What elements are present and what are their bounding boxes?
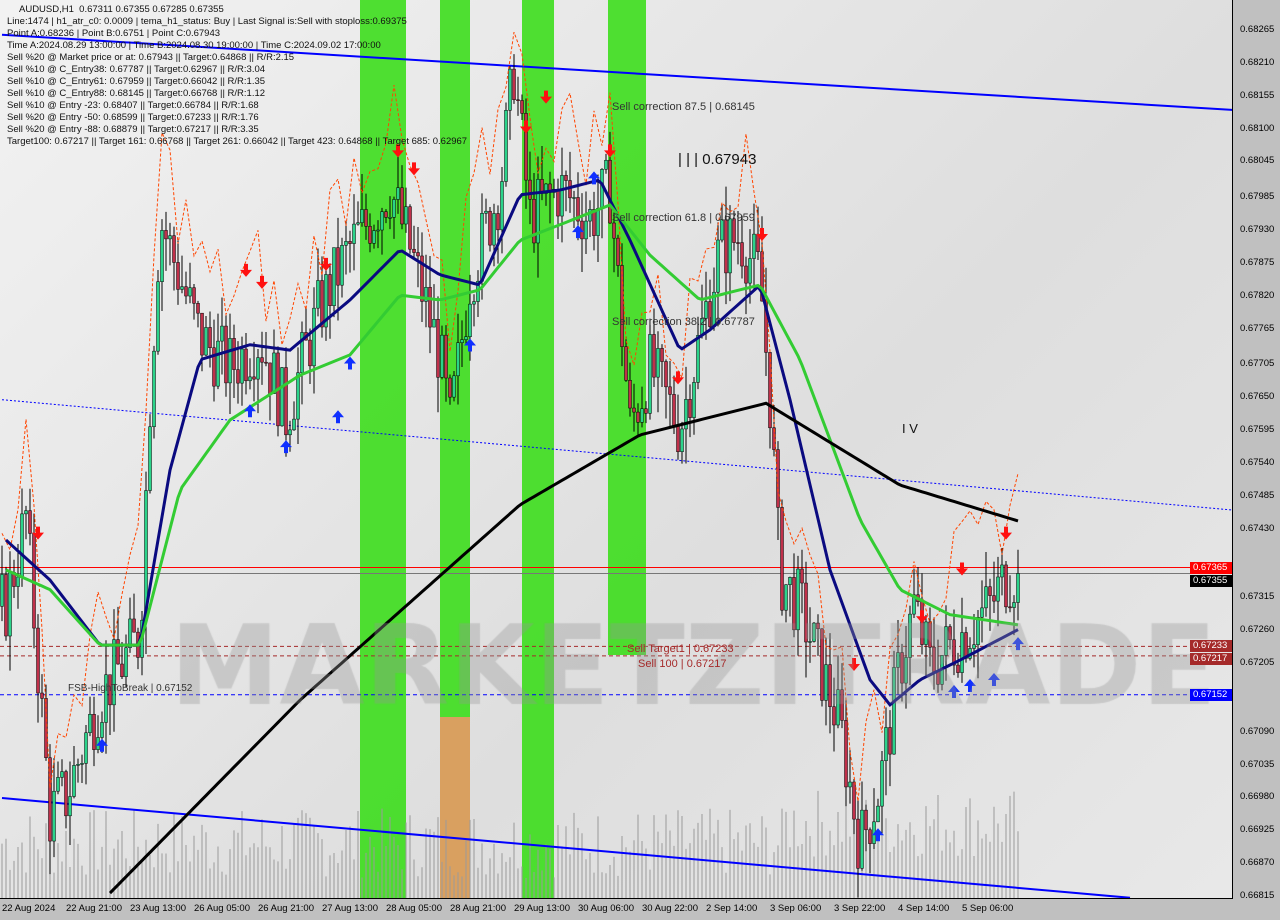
annotation-sell-100: Sell 100 | 0.67217 <box>638 658 727 670</box>
price-axis-label: 0.68045 <box>1240 155 1275 167</box>
time-axis-label: 27 Aug 13:00 <box>322 903 378 914</box>
price-axis-label: 0.67875 <box>1240 256 1275 268</box>
watermark-logo <box>0 0 1232 898</box>
price-axis-label: 0.67035 <box>1240 758 1275 770</box>
price-axis-label: 0.67985 <box>1240 191 1275 203</box>
info-line: Sell %10 @ C_Entry38: 0.67787 || Target:… <box>7 64 266 75</box>
time-axis-label: 28 Aug 21:00 <box>450 903 506 914</box>
price-level-label: 0.67355 <box>1190 574 1232 587</box>
price-axis-label: 0.67930 <box>1240 224 1275 236</box>
price-axis-label: 0.68265 <box>1240 24 1275 35</box>
price-axis-label: 0.67205 <box>1240 657 1275 669</box>
time-axis-label: 3 Sep 22:00 <box>834 903 886 914</box>
price-axis-label: 0.66870 <box>1240 857 1275 869</box>
price-axis-label: 0.67765 <box>1240 322 1275 334</box>
info-line: Time A:2024.08.29 13:00:00 | Time B:2024… <box>7 40 381 51</box>
price-axis-label: 0.67485 <box>1240 489 1275 501</box>
info-panel: AUDUSD,H1 0.67311 0.67355 0.67285 0.6735… <box>7 4 467 148</box>
price-axis-label: 0.66980 <box>1240 791 1275 803</box>
price-axis-label: 0.67315 <box>1240 591 1275 603</box>
price-level-label: 0.67217 <box>1190 653 1232 666</box>
price-axis-label: 0.68210 <box>1240 56 1275 68</box>
price-axis-label: 0.67430 <box>1240 522 1275 534</box>
price-axis-label: 0.66925 <box>1240 824 1275 836</box>
time-axis-label: 2 Sep 14:00 <box>706 903 758 914</box>
annotation-fsb-high-to-break: FSB-HighToBreak | 0.67152 <box>68 683 193 694</box>
price-axis-label: 0.66815 <box>1240 889 1275 901</box>
price-axis-label: 0.67260 <box>1240 624 1275 636</box>
price-axis-label: 0.67595 <box>1240 424 1275 436</box>
time-axis-label: 30 Aug 22:00 <box>642 903 698 914</box>
time-axis-label: 26 Aug 21:00 <box>258 903 314 914</box>
annotation-sell-correction-61: Sell correction 61.8 | 0.67959 <box>612 212 755 224</box>
price-axis-label: 0.67820 <box>1240 289 1275 301</box>
price-axis-label: 0.68100 <box>1240 122 1275 134</box>
info-line: Sell %10 @ C_Entry61: 0.67959 || Target:… <box>7 76 266 87</box>
annotation-wave-iv: I V <box>902 421 918 436</box>
info-line: AUDUSD,H1 0.67311 0.67355 0.67285 0.6735… <box>19 4 224 15</box>
time-axis-label: 23 Aug 13:00 <box>130 903 186 914</box>
annotation-sell-correction-87: Sell correction 87.5 | 0.68145 <box>612 101 755 113</box>
price-level-label: 0.67365 <box>1190 561 1232 574</box>
info-line: Point A:0.68236 | Point B:0.6751 | Point… <box>7 28 221 39</box>
info-line: Sell %20 @ Market price or at: 0.67943 |… <box>7 52 295 63</box>
price-level-label: 0.67233 <box>1190 640 1232 653</box>
price-axis-label: 0.67705 <box>1240 358 1275 370</box>
annotation-sell-target1: Sell Target1 | 0.67233 <box>627 643 734 655</box>
info-line: Sell %20 @ Entry -50: 0.68599 || Target:… <box>7 112 259 123</box>
annotation-point-c: | | | 0.67943 <box>678 151 757 168</box>
info-line: Sell %10 @ Entry -23: 0.68407 || Target:… <box>7 100 259 111</box>
time-axis-label: 29 Aug 13:00 <box>514 903 570 914</box>
time-axis-label: 26 Aug 05:00 <box>194 903 250 914</box>
chart-plot-area[interactable]: AUDUSD,H1 0.67311 0.67355 0.67285 0.6735… <box>0 0 1233 899</box>
time-axis-label: 22 Aug 2024 <box>2 903 56 914</box>
annotation-sell-correction-38: Sell correction 38.2 | 0.67787 <box>612 316 755 328</box>
time-axis-label: 22 Aug 21:00 <box>66 903 122 914</box>
price-axis-label: 0.67650 <box>1240 391 1275 403</box>
price-axis-label: 0.68155 <box>1240 89 1275 101</box>
info-line: Sell %20 @ Entry -88: 0.68879 || Target:… <box>7 124 259 135</box>
info-line: Line:1474 | h1_atr_c0: 0.0009 | tema_h1_… <box>7 16 407 27</box>
time-axis-label: 30 Aug 06:00 <box>578 903 634 914</box>
time-axis-label: 4 Sep 14:00 <box>898 903 950 914</box>
price-axis-label: 0.67540 <box>1240 456 1275 468</box>
price-level-label: 0.67152 <box>1190 688 1232 701</box>
time-axis-label: 3 Sep 06:00 <box>770 903 822 914</box>
price-axis-label: 0.67090 <box>1240 725 1275 737</box>
info-line: Sell %10 @ C_Entry88: 0.68145 || Target:… <box>7 88 266 99</box>
time-axis-label: 28 Aug 05:00 <box>386 903 442 914</box>
info-line: Target100: 0.67217 || Target 161: 0.6676… <box>7 136 468 147</box>
time-axis-label: 5 Sep 06:00 <box>962 903 1014 914</box>
